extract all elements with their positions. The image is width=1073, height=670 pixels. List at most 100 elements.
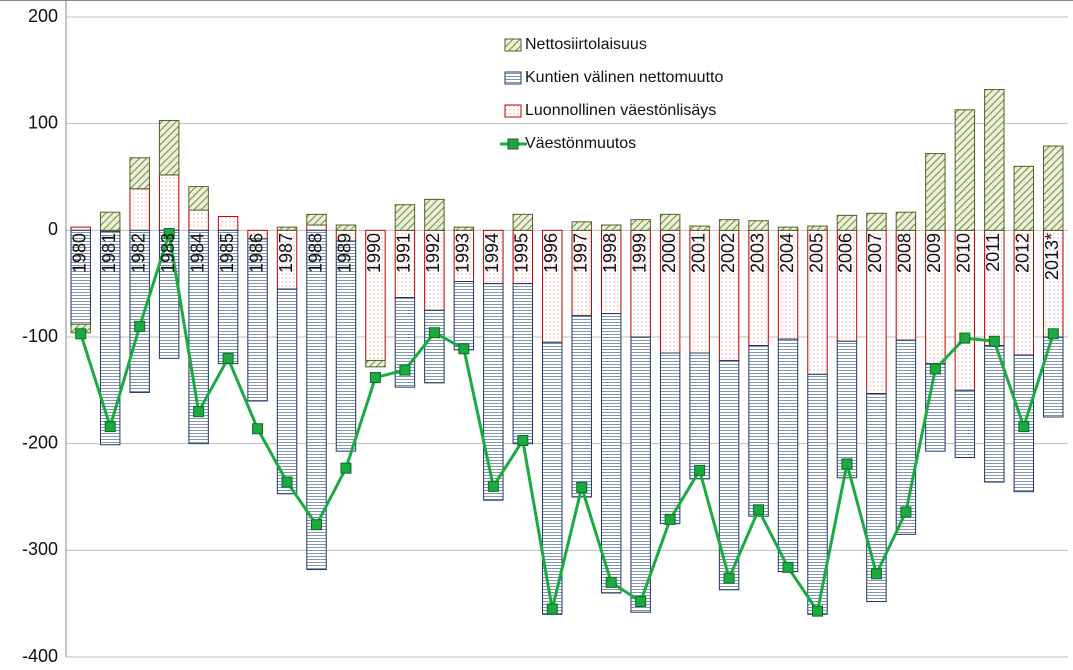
x-tick-label: 2011 <box>983 233 1003 272</box>
bar-segment <box>188 186 209 211</box>
bar-segment <box>424 198 445 231</box>
x-tick-label: 2006 <box>836 233 856 273</box>
bar-segment <box>777 226 799 231</box>
bar-segment <box>600 313 622 594</box>
bar-segment <box>954 109 976 231</box>
line-marker <box>546 603 558 615</box>
line-marker <box>664 513 676 525</box>
bar-segment <box>630 219 651 231</box>
line-marker <box>929 363 941 375</box>
x-tick-label: 1996 <box>541 233 561 273</box>
x-tick-label: 2012 <box>1013 233 1033 273</box>
bar-segment <box>217 215 239 231</box>
bar-segment <box>276 288 298 495</box>
line-marker <box>399 364 411 376</box>
y-tick-label: -100 <box>22 326 58 346</box>
bar-segment <box>659 352 681 525</box>
bar-segment <box>335 224 357 231</box>
line-marker <box>988 335 1000 347</box>
x-tick-label: 1993 <box>453 233 473 273</box>
line-marker <box>782 561 794 573</box>
x-tick-label: 2013* <box>1042 233 1062 280</box>
y-tick-label: 100 <box>28 112 58 132</box>
bar-segment <box>1013 165 1035 231</box>
x-tick-label: 1987 <box>276 233 296 273</box>
legend-swatch <box>504 71 522 85</box>
line <box>79 233 1055 615</box>
bar-segment <box>306 229 327 571</box>
line-marker <box>369 372 381 384</box>
bar-segment <box>512 283 534 445</box>
line-marker <box>517 434 529 446</box>
legend-label: Väestönmuutos <box>525 135 636 152</box>
line-marker <box>193 406 205 418</box>
x-tick-label: 1985 <box>217 233 237 273</box>
bar-segment <box>748 345 769 517</box>
bar-segment <box>984 345 1005 483</box>
line-marker <box>281 476 293 488</box>
legend-swatch <box>504 38 522 52</box>
bar-segment <box>866 393 887 603</box>
x-tick-label: 2010 <box>954 233 974 273</box>
x-tick-label: 2001 <box>688 233 708 273</box>
y-tick-label: -400 <box>22 646 58 666</box>
bar-segment <box>571 221 592 231</box>
x-tick-label: 1980 <box>69 233 89 273</box>
bar-segment <box>99 211 121 231</box>
bar-segment <box>571 315 592 498</box>
bar-segment <box>129 188 150 231</box>
line-marker <box>694 464 706 476</box>
bar-segment <box>158 174 180 231</box>
line-marker <box>104 421 116 433</box>
line-marker <box>428 327 440 339</box>
line-marker <box>576 481 588 493</box>
line-marker <box>870 568 882 580</box>
bar-segment <box>954 389 976 459</box>
bar-segment <box>777 338 799 573</box>
line-marker <box>340 462 352 474</box>
bar-segment <box>365 359 386 368</box>
bar-segment <box>306 213 327 226</box>
bar-segment <box>689 225 710 231</box>
line-marker <box>812 605 823 617</box>
line-marker <box>134 320 146 332</box>
bar-segment <box>247 238 268 402</box>
x-tick-label: 1984 <box>187 233 207 273</box>
bar-segment <box>866 212 887 231</box>
bar-segment <box>689 352 710 480</box>
x-tick-label: 2004 <box>777 233 797 273</box>
line-marker <box>635 596 647 608</box>
bar-segment <box>925 153 946 231</box>
x-tick-label: 1982 <box>128 233 148 273</box>
line-marker <box>959 332 971 344</box>
x-tick-label: 1995 <box>512 233 532 273</box>
bar-segment <box>984 89 1005 231</box>
legend-label: Luonnollinen väestönlisäys <box>525 102 716 119</box>
legend-label: Kuntien välinen nettomuutto <box>525 69 723 86</box>
bar-segment <box>129 229 150 393</box>
bar-segment <box>600 224 622 231</box>
bar-segment <box>276 226 298 231</box>
y-tick-label: 200 <box>28 6 58 26</box>
line-marker <box>1047 328 1059 340</box>
x-tick-label: 1986 <box>246 233 266 273</box>
x-tick-label: 2009 <box>924 233 944 273</box>
x-tick-label: 1988 <box>305 233 325 273</box>
line-marker <box>311 519 322 531</box>
x-tick-label: 2008 <box>895 233 915 273</box>
line-marker <box>487 480 499 492</box>
bar-segment <box>1043 145 1064 231</box>
bar-segment <box>718 219 740 231</box>
x-tick-label: 1983 <box>158 233 178 273</box>
bar-segment <box>512 213 534 231</box>
legend-swatch <box>504 104 522 118</box>
bar-segment <box>630 336 651 613</box>
x-tick-label: 1997 <box>570 233 590 273</box>
bar-segment <box>424 309 445 384</box>
line-marker <box>900 506 912 518</box>
x-tick-label: 2007 <box>865 233 885 273</box>
x-tick-label: 1990 <box>364 233 384 273</box>
x-tick-label: 2002 <box>718 233 738 273</box>
bar-segment <box>158 119 180 176</box>
bar-segment <box>394 204 416 231</box>
